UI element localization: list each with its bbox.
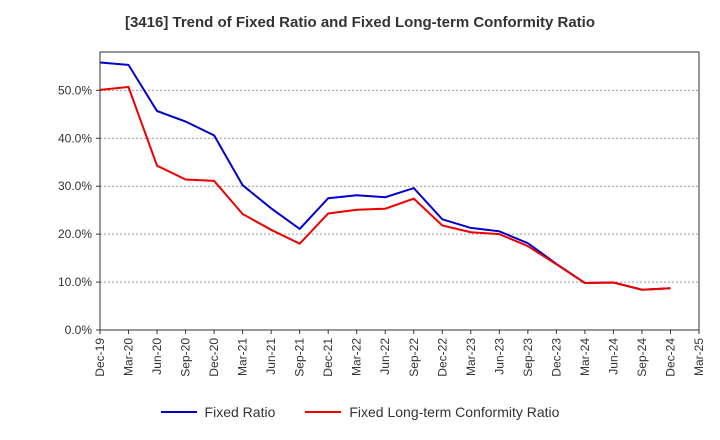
legend-item-fixed-ratio: Fixed Ratio bbox=[160, 404, 276, 420]
x-tick-label: Mar-20 bbox=[122, 338, 136, 376]
x-tick-label: Jun-24 bbox=[606, 338, 620, 375]
y-tick-label: 40.0% bbox=[58, 131, 92, 145]
x-tick-label: Mar-22 bbox=[350, 338, 364, 376]
series-line-fixed-ratio bbox=[99, 61, 671, 291]
x-tick-label: Jun-23 bbox=[492, 338, 506, 375]
x-tick-label: Sep-20 bbox=[179, 338, 193, 377]
y-tick-label: 50.0% bbox=[58, 83, 92, 97]
x-tick-label: Dec-19 bbox=[93, 338, 107, 377]
legend: Fixed Ratio Fixed Long-term Conformity R… bbox=[0, 404, 720, 420]
y-axis: 0.0% 10.0% 20.0% 30.0% 40.0% 50.0% bbox=[58, 83, 100, 337]
x-tick-label: Mar-23 bbox=[464, 338, 478, 376]
x-tick-label: Jun-22 bbox=[378, 338, 392, 375]
legend-item-fixed-long-term-conformity-ratio: Fixed Long-term Conformity Ratio bbox=[305, 404, 559, 420]
x-tick-label: Jun-21 bbox=[264, 338, 278, 375]
x-tick-label: Mar-24 bbox=[578, 338, 592, 376]
grid-lines bbox=[100, 89, 699, 283]
x-tick-label: Jun-20 bbox=[150, 338, 164, 375]
legend-swatch-fixed-ratio bbox=[160, 411, 197, 413]
x-tick-label: Sep-23 bbox=[521, 338, 535, 377]
x-tick-label: Mar-21 bbox=[236, 338, 250, 376]
series-lines bbox=[99, 61, 671, 291]
x-tick-label: Sep-24 bbox=[635, 338, 649, 377]
x-axis: Dec-19 Mar-20 Jun-20 Sep-20 Dec-20 Mar-21 Jun-… bbox=[93, 330, 706, 377]
x-tick-label: Mar-25 bbox=[692, 338, 706, 376]
legend-swatch-fixed-long-term-conformity-ratio bbox=[305, 411, 342, 413]
x-tick-label: Dec-22 bbox=[435, 338, 449, 377]
series-line-fixed-long-term-conformity-ratio bbox=[99, 85, 671, 291]
y-tick-label: 30.0% bbox=[58, 179, 92, 193]
x-tick-label: Dec-23 bbox=[549, 338, 563, 377]
legend-label-fixed-ratio: Fixed Ratio bbox=[204, 404, 276, 420]
x-tick-label: Sep-21 bbox=[293, 338, 307, 377]
legend-label-fixed-long-term-conformity-ratio: Fixed Long-term Conformity Ratio bbox=[349, 404, 560, 420]
chart-title: [3416] Trend of Fixed Ratio and Fixed Lo… bbox=[124, 14, 596, 31]
x-tick-label: Dec-21 bbox=[321, 338, 335, 377]
x-tick-label: Sep-22 bbox=[407, 338, 421, 377]
y-tick-label: 20.0% bbox=[58, 227, 92, 241]
y-tick-label: 0.0% bbox=[65, 323, 93, 337]
x-tick-label: Dec-20 bbox=[207, 338, 221, 377]
x-tick-label: Dec-24 bbox=[663, 338, 677, 377]
y-tick-label: 10.0% bbox=[58, 275, 92, 289]
plot-area-frame bbox=[99, 51, 700, 331]
